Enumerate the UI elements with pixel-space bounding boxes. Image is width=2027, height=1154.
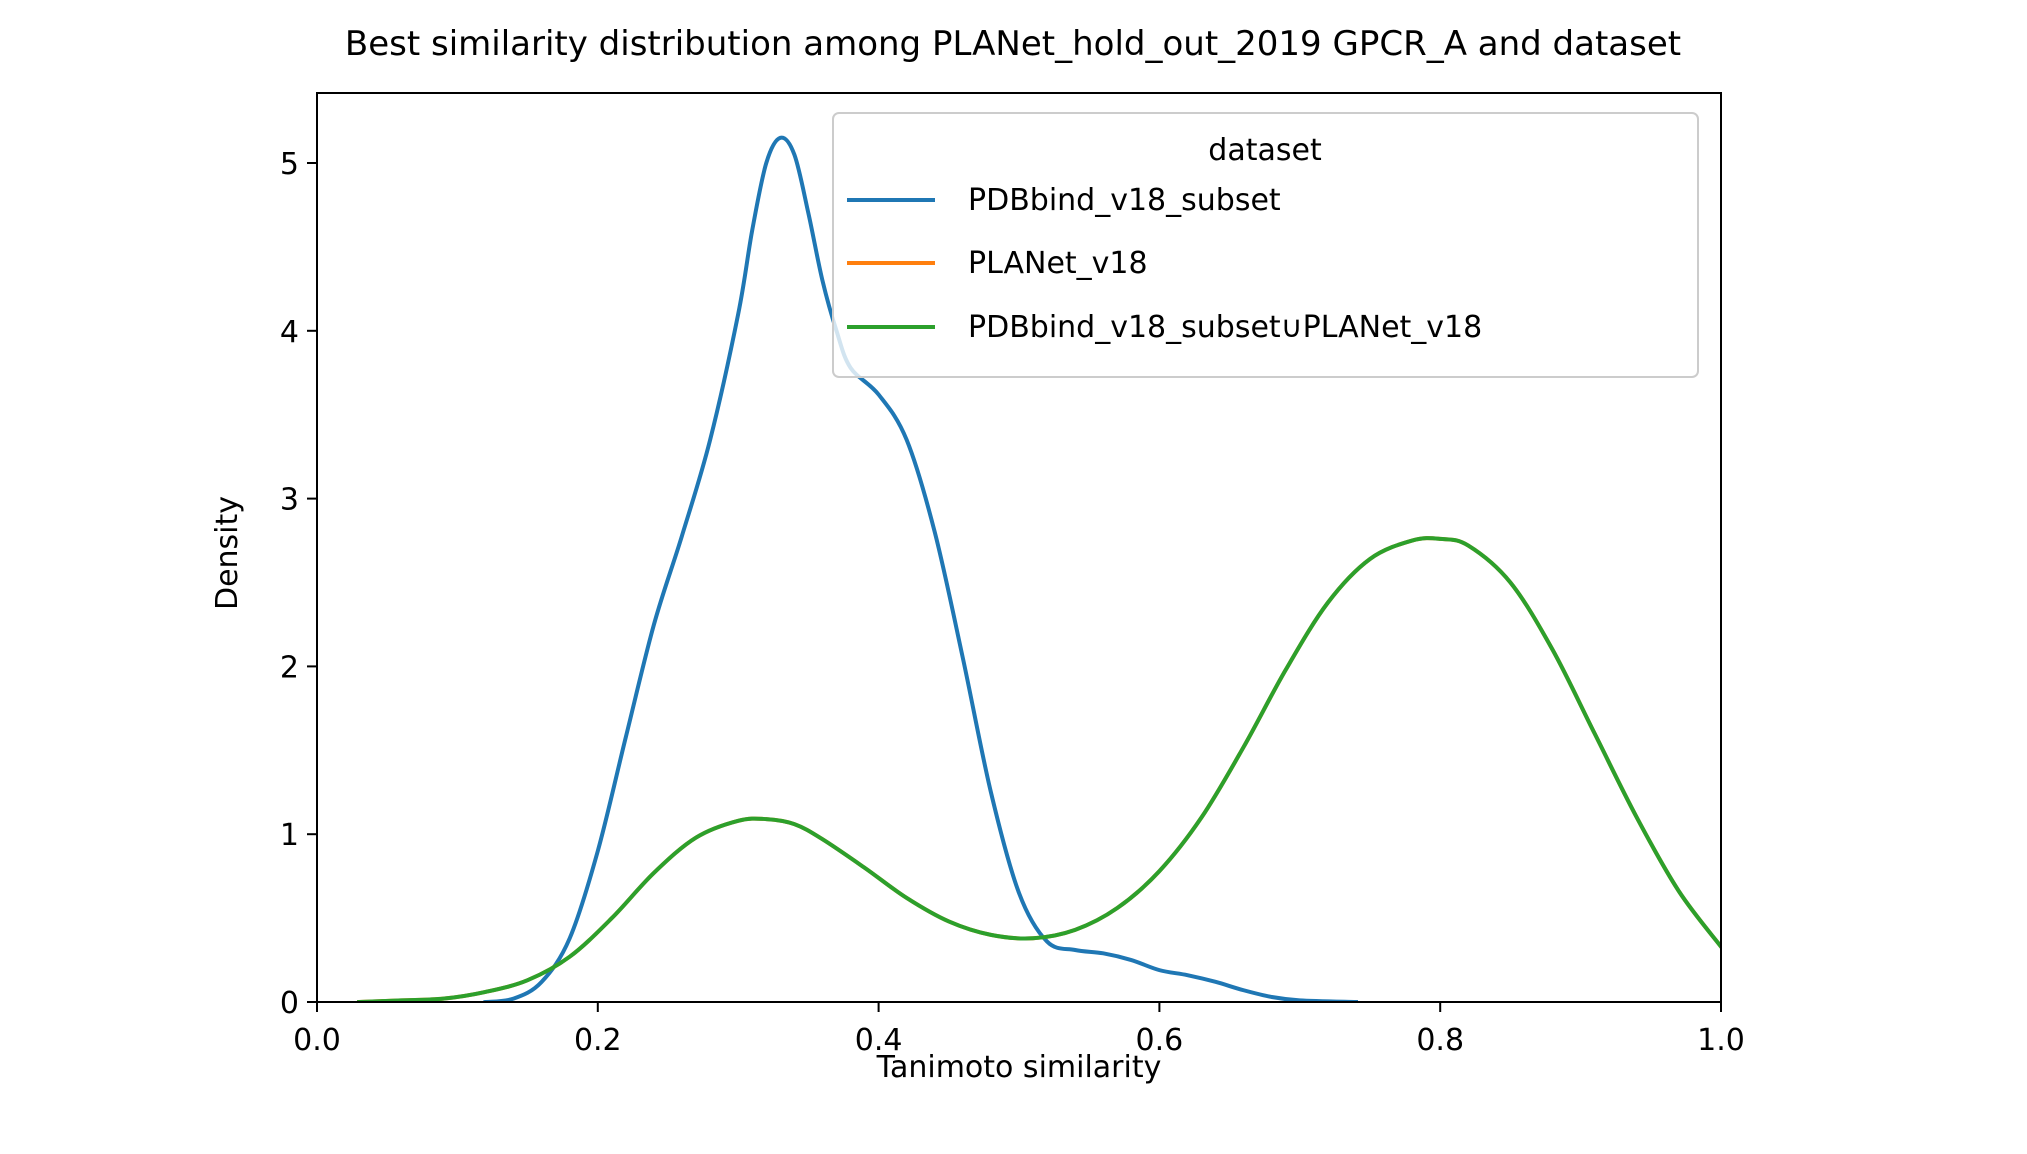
legend-label: PDBbind_v18_subset xyxy=(968,183,1281,218)
legend-label: PLANet_v18 xyxy=(968,246,1148,281)
y-tick-label: 5 xyxy=(280,147,299,182)
y-tick-label: 2 xyxy=(280,650,299,685)
x-tick-label: 1.0 xyxy=(1697,1023,1745,1058)
legend: dataset PDBbind_v18_subsetPLANet_v18PDBb… xyxy=(832,112,1699,378)
y-tick-label: 1 xyxy=(280,818,299,853)
series-line-2 xyxy=(357,536,1721,1002)
y-tick-label: 4 xyxy=(280,315,299,350)
legend-title: dataset xyxy=(1208,133,1322,168)
legend-box xyxy=(832,112,1699,378)
y-axis-label: Density xyxy=(210,496,245,610)
x-axis-label: Tanimoto similarity xyxy=(876,1050,1162,1085)
x-axis: 0.0 0.2 0.4 0.6 0.8 1.0 xyxy=(293,1002,1745,1058)
y-axis: 0 1 2 3 4 5 xyxy=(280,147,317,1021)
y-tick-label: 0 xyxy=(280,986,299,1021)
chart-title: Best similarity distribution among PLANe… xyxy=(345,24,1681,64)
x-tick-label: 0.2 xyxy=(574,1023,622,1058)
legend-entries: PDBbind_v18_subset PLANet_v18 PDBbind_v18_… xyxy=(847,183,1482,345)
legend-label: PDBbind_v18_subset∪PLANet_v18 xyxy=(968,310,1482,345)
x-tick-label: 0.4 xyxy=(855,1023,903,1058)
x-tick-label: 0.0 xyxy=(293,1023,341,1058)
x-tick-label: 0.8 xyxy=(1416,1023,1464,1058)
x-tick-label: 0.6 xyxy=(1136,1023,1184,1058)
plot-frame xyxy=(316,92,1722,1003)
y-tick-label: 3 xyxy=(280,483,299,518)
